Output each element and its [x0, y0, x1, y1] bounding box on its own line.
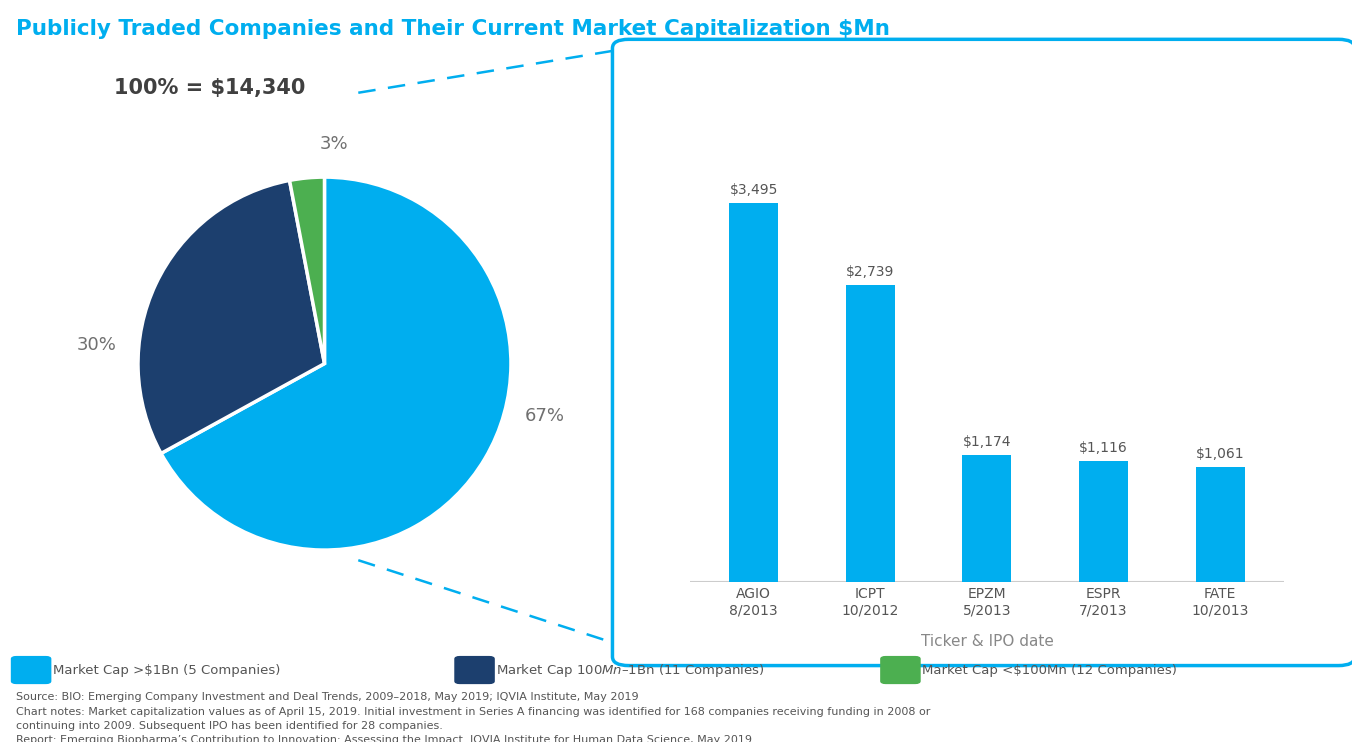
Text: Source: BIO: Emerging Company Investment and Deal Trends, 2009–2018, May 2019; I: Source: BIO: Emerging Company Investment… [16, 692, 930, 742]
Bar [729, 203, 779, 582]
Text: 3%: 3% [319, 134, 347, 153]
Text: 100% = $14,340: 100% = $14,340 [114, 78, 306, 98]
Text: $2,739: $2,739 [846, 265, 895, 279]
Text: $3,495: $3,495 [730, 183, 777, 197]
Text: 30%: 30% [77, 336, 116, 354]
X-axis label: Ticker & IPO date: Ticker & IPO date [921, 634, 1053, 649]
Text: 67%: 67% [525, 407, 565, 425]
Text: $1,061: $1,061 [1197, 447, 1245, 461]
Text: Market Cap $100Mn–$1Bn (11 Companies): Market Cap $100Mn–$1Bn (11 Companies) [496, 662, 764, 678]
Bar [963, 455, 1011, 582]
Wedge shape [289, 177, 324, 364]
Bar [1195, 467, 1245, 582]
Text: $1,116: $1,116 [1079, 441, 1128, 455]
Text: Market Cap <$100Mn (12 Companies): Market Cap <$100Mn (12 Companies) [922, 663, 1178, 677]
Wedge shape [138, 180, 324, 453]
Wedge shape [161, 177, 511, 550]
Text: Market Cap >$1Bn (5 Companies): Market Cap >$1Bn (5 Companies) [53, 663, 280, 677]
Text: $1,174: $1,174 [963, 435, 1011, 449]
Bar [1079, 461, 1128, 582]
Text: Publicly Traded Companies and Their Current Market Capitalization $Mn: Publicly Traded Companies and Their Curr… [16, 19, 890, 39]
Bar [846, 285, 895, 582]
